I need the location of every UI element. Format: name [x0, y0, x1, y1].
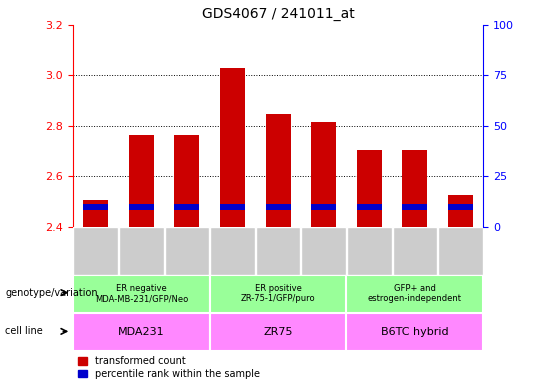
- Bar: [402, 150, 428, 227]
- Text: GFP+ and
estrogen-independent: GFP+ and estrogen-independent: [368, 284, 462, 303]
- Bar: [448, 204, 473, 210]
- Bar: [210, 275, 347, 313]
- Bar: [220, 68, 245, 227]
- Bar: [438, 227, 483, 275]
- Bar: [347, 313, 483, 351]
- Bar: [311, 122, 336, 227]
- Bar: [210, 227, 255, 275]
- Bar: [83, 200, 108, 227]
- Text: genotype/variation: genotype/variation: [5, 288, 98, 298]
- Bar: [347, 275, 483, 313]
- Text: MDA231: MDA231: [118, 327, 165, 337]
- Bar: [402, 204, 428, 210]
- Bar: [73, 227, 118, 275]
- Text: ER negative
MDA-MB-231/GFP/Neo: ER negative MDA-MB-231/GFP/Neo: [94, 284, 188, 303]
- Text: ZR75: ZR75: [264, 327, 293, 337]
- Bar: [165, 227, 209, 275]
- Bar: [393, 227, 437, 275]
- Bar: [129, 204, 154, 210]
- Bar: [220, 204, 245, 210]
- Bar: [174, 204, 199, 210]
- Bar: [266, 114, 291, 227]
- Bar: [311, 204, 336, 210]
- Bar: [119, 227, 164, 275]
- Bar: [448, 195, 473, 227]
- Text: cell line: cell line: [5, 326, 43, 336]
- Bar: [266, 204, 291, 210]
- Bar: [73, 313, 210, 351]
- Bar: [357, 204, 382, 210]
- Legend: transformed count, percentile rank within the sample: transformed count, percentile rank withi…: [78, 356, 260, 379]
- Bar: [256, 227, 300, 275]
- Bar: [174, 134, 199, 227]
- Bar: [129, 134, 154, 227]
- Title: GDS4067 / 241011_at: GDS4067 / 241011_at: [202, 7, 354, 21]
- Bar: [73, 275, 210, 313]
- Bar: [357, 150, 382, 227]
- Bar: [83, 204, 108, 210]
- Bar: [210, 313, 347, 351]
- Bar: [301, 227, 346, 275]
- Text: B6TC hybrid: B6TC hybrid: [381, 327, 449, 337]
- Bar: [347, 227, 392, 275]
- Text: ER positive
ZR-75-1/GFP/puro: ER positive ZR-75-1/GFP/puro: [241, 284, 315, 303]
